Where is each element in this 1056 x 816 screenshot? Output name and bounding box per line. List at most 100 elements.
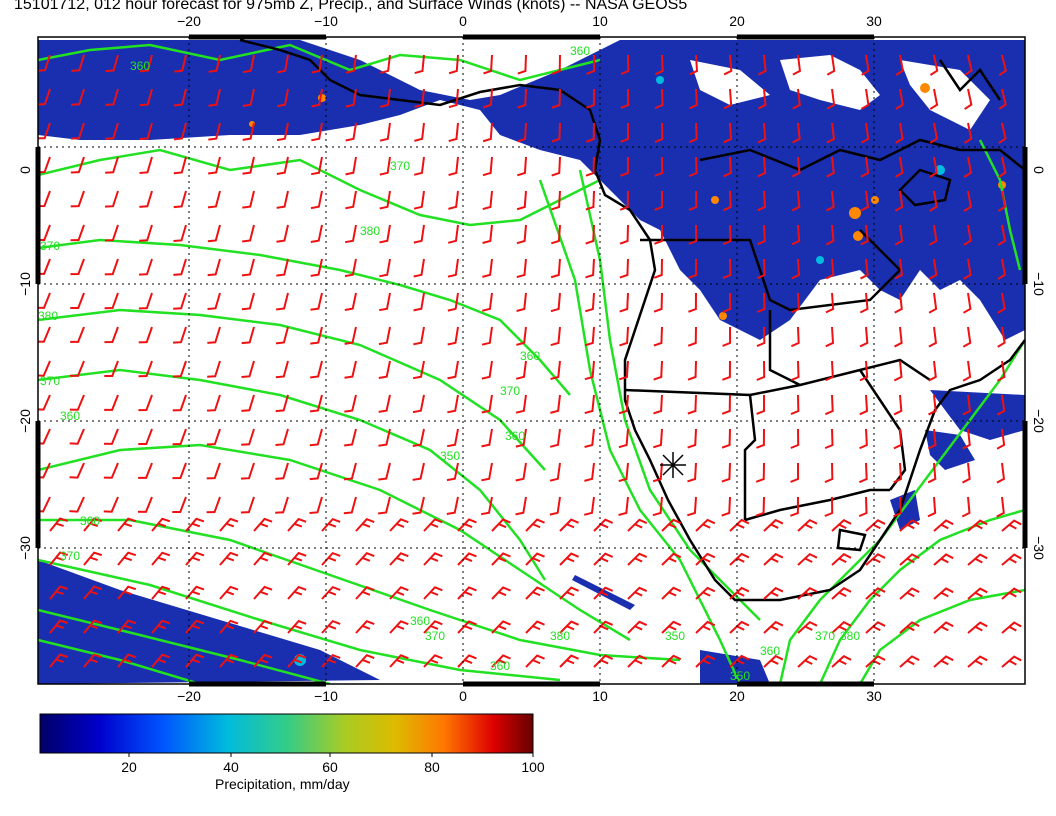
wind-barb (515, 428, 527, 448)
wind-barb (831, 519, 852, 532)
wind-barb (962, 462, 971, 484)
wind-barb (525, 518, 545, 532)
wind-barb (481, 428, 493, 448)
wind-barb (378, 292, 391, 312)
wind-barb (345, 190, 357, 210)
wind-barb (310, 326, 323, 345)
lat-right-label: −30 (1031, 536, 1047, 560)
wind-barb (379, 156, 391, 176)
wind-barb (756, 326, 766, 347)
contour-label: 360 (570, 44, 590, 58)
wind-barb (275, 394, 289, 413)
contour-label: 360 (520, 349, 540, 363)
wind-barb (618, 428, 629, 449)
wind-barb (927, 462, 937, 484)
wind-barb (447, 258, 459, 278)
colorbar-title: Precipitation, mm/day (215, 776, 350, 792)
wind-barb (49, 551, 68, 566)
wind-barb (242, 122, 255, 141)
wind-barb (584, 292, 595, 313)
wind-barb (173, 122, 187, 141)
wind-barb (287, 653, 307, 668)
wind-barb (688, 258, 698, 279)
wind-barb (551, 122, 561, 143)
wind-barb (413, 258, 425, 278)
wind-barb (859, 428, 868, 450)
wind-barb (448, 122, 459, 143)
wind-barb (151, 551, 171, 566)
wind-barb (826, 122, 836, 144)
wind-barb (83, 585, 103, 600)
wind-barb (695, 552, 716, 566)
wind-barb (998, 54, 1007, 76)
wind-barb (71, 88, 85, 106)
contour-label: 370 (40, 239, 60, 253)
wind-barb (929, 88, 939, 110)
wind-barb (825, 326, 835, 348)
wind-barb (241, 326, 255, 345)
precipitation-field (38, 40, 1025, 684)
wind-barb (345, 54, 357, 74)
wind-barb (345, 88, 357, 108)
wind-barb (893, 462, 903, 484)
wind-barb (928, 326, 938, 348)
wind-barb (825, 258, 835, 280)
wind-barb (997, 258, 1006, 280)
wind-barb (104, 190, 119, 208)
wind-barbs (38, 54, 1022, 668)
wind-barb (276, 292, 289, 311)
wind-barb (379, 190, 391, 210)
lon-bottom-label: 30 (866, 688, 882, 704)
wind-barb (104, 360, 119, 377)
wind-barb (105, 156, 119, 174)
wind-barb (277, 54, 289, 74)
wind-barb (447, 326, 459, 346)
wind-barb (241, 428, 255, 446)
wind-barb (996, 462, 1006, 484)
wind-barb (618, 394, 629, 415)
wind-barb (860, 224, 869, 246)
wind-barb (790, 360, 800, 382)
wind-barb (860, 88, 870, 110)
contour-label: 360 (505, 429, 525, 443)
wind-barb (831, 587, 852, 600)
wind-barb (997, 326, 1006, 348)
wind-barb (627, 518, 648, 532)
wind-barb (138, 258, 153, 276)
wind-barb (219, 551, 239, 566)
wind-barb (310, 156, 323, 176)
wind-barb (491, 654, 511, 668)
wind-barb (207, 326, 221, 344)
wind-barb (275, 360, 289, 379)
wind-barb (208, 122, 221, 141)
wind-barb (584, 394, 595, 415)
lon-bottom-label: 0 (459, 688, 467, 704)
wind-barb (139, 190, 153, 208)
wind-barb (722, 224, 732, 246)
wind-barb (242, 190, 255, 209)
wind-barb (38, 462, 51, 479)
wind-barb (287, 551, 307, 566)
wind-barb (172, 360, 187, 378)
wind-barb (172, 428, 187, 446)
wind-barb (482, 88, 493, 109)
wind-barb (151, 619, 171, 634)
wind-barb (584, 428, 595, 448)
wind-barb (491, 620, 511, 634)
wind-barb (763, 552, 784, 566)
wind-barb (962, 360, 972, 382)
wind-barb (482, 122, 493, 143)
wind-barb (721, 394, 731, 415)
wind-barb (550, 360, 561, 380)
wind-barb (173, 292, 187, 310)
wind-barb (138, 292, 153, 310)
wind-barb (688, 156, 698, 178)
wind-barb (826, 156, 835, 178)
wind-barb (792, 122, 801, 144)
wind-barb (894, 292, 903, 314)
wind-barb (287, 585, 307, 600)
wind-barb (929, 190, 938, 212)
wind-barb (446, 428, 459, 448)
wind-barb (517, 88, 527, 109)
wind-barb (559, 654, 579, 668)
